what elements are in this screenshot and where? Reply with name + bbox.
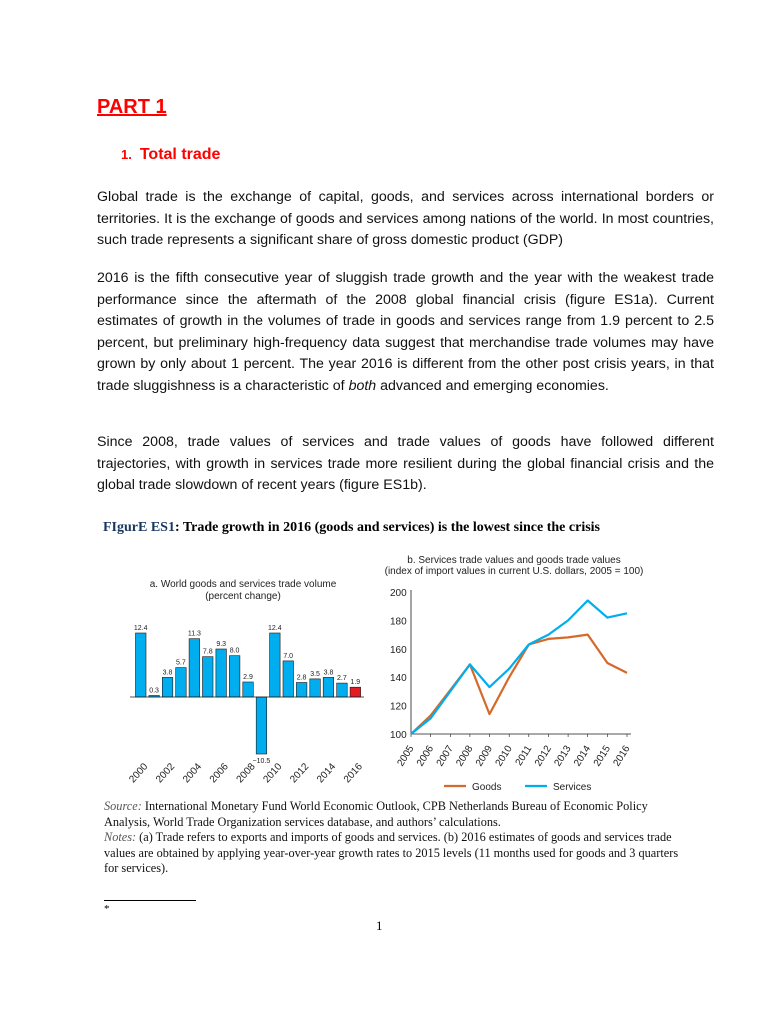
chart-a-tick-2000: 2000 xyxy=(127,761,150,785)
bar-value-label-2003: 5.7 xyxy=(176,660,186,667)
chart-a-bar: a. World goods and services trade volume… xyxy=(127,579,365,785)
bar-2009 xyxy=(255,696,268,755)
chart-a-tick-2002: 2002 xyxy=(154,761,177,785)
chart-b-xtick-2009: 2009 xyxy=(474,743,495,768)
footnote-divider xyxy=(104,900,196,901)
chart-b-ytick-120: 120 xyxy=(390,702,407,713)
section-number: 1. xyxy=(121,147,132,162)
part-title: PART 1 xyxy=(97,96,167,118)
bar-value-label-2006: 9.3 xyxy=(216,641,226,648)
chart-b-xtick-2010: 2010 xyxy=(494,743,515,768)
bar-value-label-2013: 3.5 xyxy=(310,671,320,678)
chart-b-xtick-2012: 2012 xyxy=(533,743,554,768)
series-line-goods xyxy=(410,633,628,735)
chart-b-ytick-160: 160 xyxy=(390,645,407,656)
notes-text: (a) Trade refers to exports and imports … xyxy=(104,830,679,875)
bar-value-label-2012: 2.8 xyxy=(297,675,307,682)
chart-b-ytick-200: 200 xyxy=(390,588,407,599)
bar-value-label-2009: −10.5 xyxy=(253,758,271,765)
bar-value-label-2004: 11.3 xyxy=(188,631,201,638)
bar-value-label-2007: 8.0 xyxy=(230,648,240,655)
series-line-services xyxy=(410,599,628,735)
bar-2015 xyxy=(336,682,348,698)
figure-title-text: : Trade growth in 2016 (goods and servic… xyxy=(174,520,600,535)
figure-label: FIgurE ES1 xyxy=(103,520,175,535)
bar-value-label-2002: 3.8 xyxy=(163,669,173,676)
paragraph-since-2008: Since 2008, trade values of services and… xyxy=(97,434,714,493)
chart-a-tick-2014: 2014 xyxy=(315,761,338,785)
bar-2003 xyxy=(175,667,187,698)
bar-value-label-2001: 0.3 xyxy=(149,688,159,695)
paragraph-2016-emphasis: both xyxy=(348,377,377,394)
section-title-text: Total trade xyxy=(139,146,221,163)
chart-b-xtick-2006: 2006 xyxy=(415,743,436,768)
bar-2012 xyxy=(296,682,308,698)
chart-b-title: b. Services trade values and goods trade… xyxy=(407,555,620,566)
source-label: Source: xyxy=(104,799,142,813)
chart-b-line: b. Services trade values and goods trade… xyxy=(385,555,644,793)
bar-value-label-2011: 7.0 xyxy=(283,653,293,660)
chart-b-ytick-180: 180 xyxy=(390,616,407,627)
legend-label-goods: Goods xyxy=(472,782,501,793)
section-title: 1. Total trade xyxy=(121,146,220,164)
bar-2011 xyxy=(282,660,294,698)
chart-a-subtitle: (percent change) xyxy=(205,591,281,602)
page-number: 1 xyxy=(376,918,383,933)
chart-b-xtick-2005: 2005 xyxy=(395,743,416,768)
figure-source-notes: Source: International Monetary Fund Worl… xyxy=(104,799,684,877)
bar-2013 xyxy=(309,678,321,698)
bar-value-label-2005: 7.8 xyxy=(203,649,213,656)
chart-b-xtick-2008: 2008 xyxy=(454,743,475,768)
chart-a-tick-2004: 2004 xyxy=(181,761,204,785)
bar-2002 xyxy=(162,677,174,698)
paragraph-2016-text-b: advanced and emerging economies. xyxy=(376,377,609,394)
chart-b-xtick-2016: 2016 xyxy=(611,743,632,768)
bar-value-label-2014: 3.8 xyxy=(324,669,334,676)
bar-2010 xyxy=(269,632,281,698)
chart-b-ytick-100: 100 xyxy=(390,730,407,741)
legend-label-services: Services xyxy=(553,782,591,793)
trade-charts-figure: a. World goods and services trade volume… xyxy=(127,555,644,793)
paragraph-global-trade: Global trade is the exchange of capital,… xyxy=(97,189,714,248)
chart-a-tick-2012: 2012 xyxy=(288,761,311,785)
chart-b-ytick-140: 140 xyxy=(390,673,407,684)
chart-b-xtick-2011: 2011 xyxy=(514,743,535,767)
figure-title: FIgurE ES1: Trade growth in 2016 (goods … xyxy=(103,520,600,536)
notes-label: Notes: xyxy=(104,830,137,844)
chart-a-tick-2016: 2016 xyxy=(342,761,365,785)
bar-2014 xyxy=(322,677,335,698)
bar-value-label-2008: 2.9 xyxy=(243,674,253,681)
bar-2005 xyxy=(202,656,214,698)
bar-2000 xyxy=(135,632,147,698)
bar-2006 xyxy=(215,648,227,698)
bar-value-label-2015: 2.7 xyxy=(337,675,347,682)
bar-2004 xyxy=(188,638,200,698)
bar-2016 xyxy=(349,686,361,698)
chart-b-xtick-2014: 2014 xyxy=(572,743,593,768)
chart-b-xtick-2015: 2015 xyxy=(592,743,613,768)
chart-a-tick-2006: 2006 xyxy=(208,761,231,785)
source-text: International Monetary Fund World Econom… xyxy=(104,799,648,829)
bar-value-label-2000: 12.4 xyxy=(134,625,148,632)
chart-b-xtick-2013: 2013 xyxy=(553,743,574,768)
chart-b-subtitle: (index of import values in current U.S. … xyxy=(385,566,644,577)
bar-value-label-2016: 1.9 xyxy=(350,679,360,686)
bar-value-label-2010: 12.4 xyxy=(268,625,282,632)
chart-a-title: a. World goods and services trade volume xyxy=(150,579,337,590)
paragraph-2016-text-a: 2016 is the fifth consecutive year of sl… xyxy=(97,270,714,394)
footnote-marker: * xyxy=(104,903,110,915)
bar-2007 xyxy=(229,655,241,698)
bar-2008 xyxy=(242,681,254,698)
paragraph-2016-growth: 2016 is the fifth consecutive year of sl… xyxy=(97,268,714,397)
chart-b-xtick-2007: 2007 xyxy=(435,743,456,768)
